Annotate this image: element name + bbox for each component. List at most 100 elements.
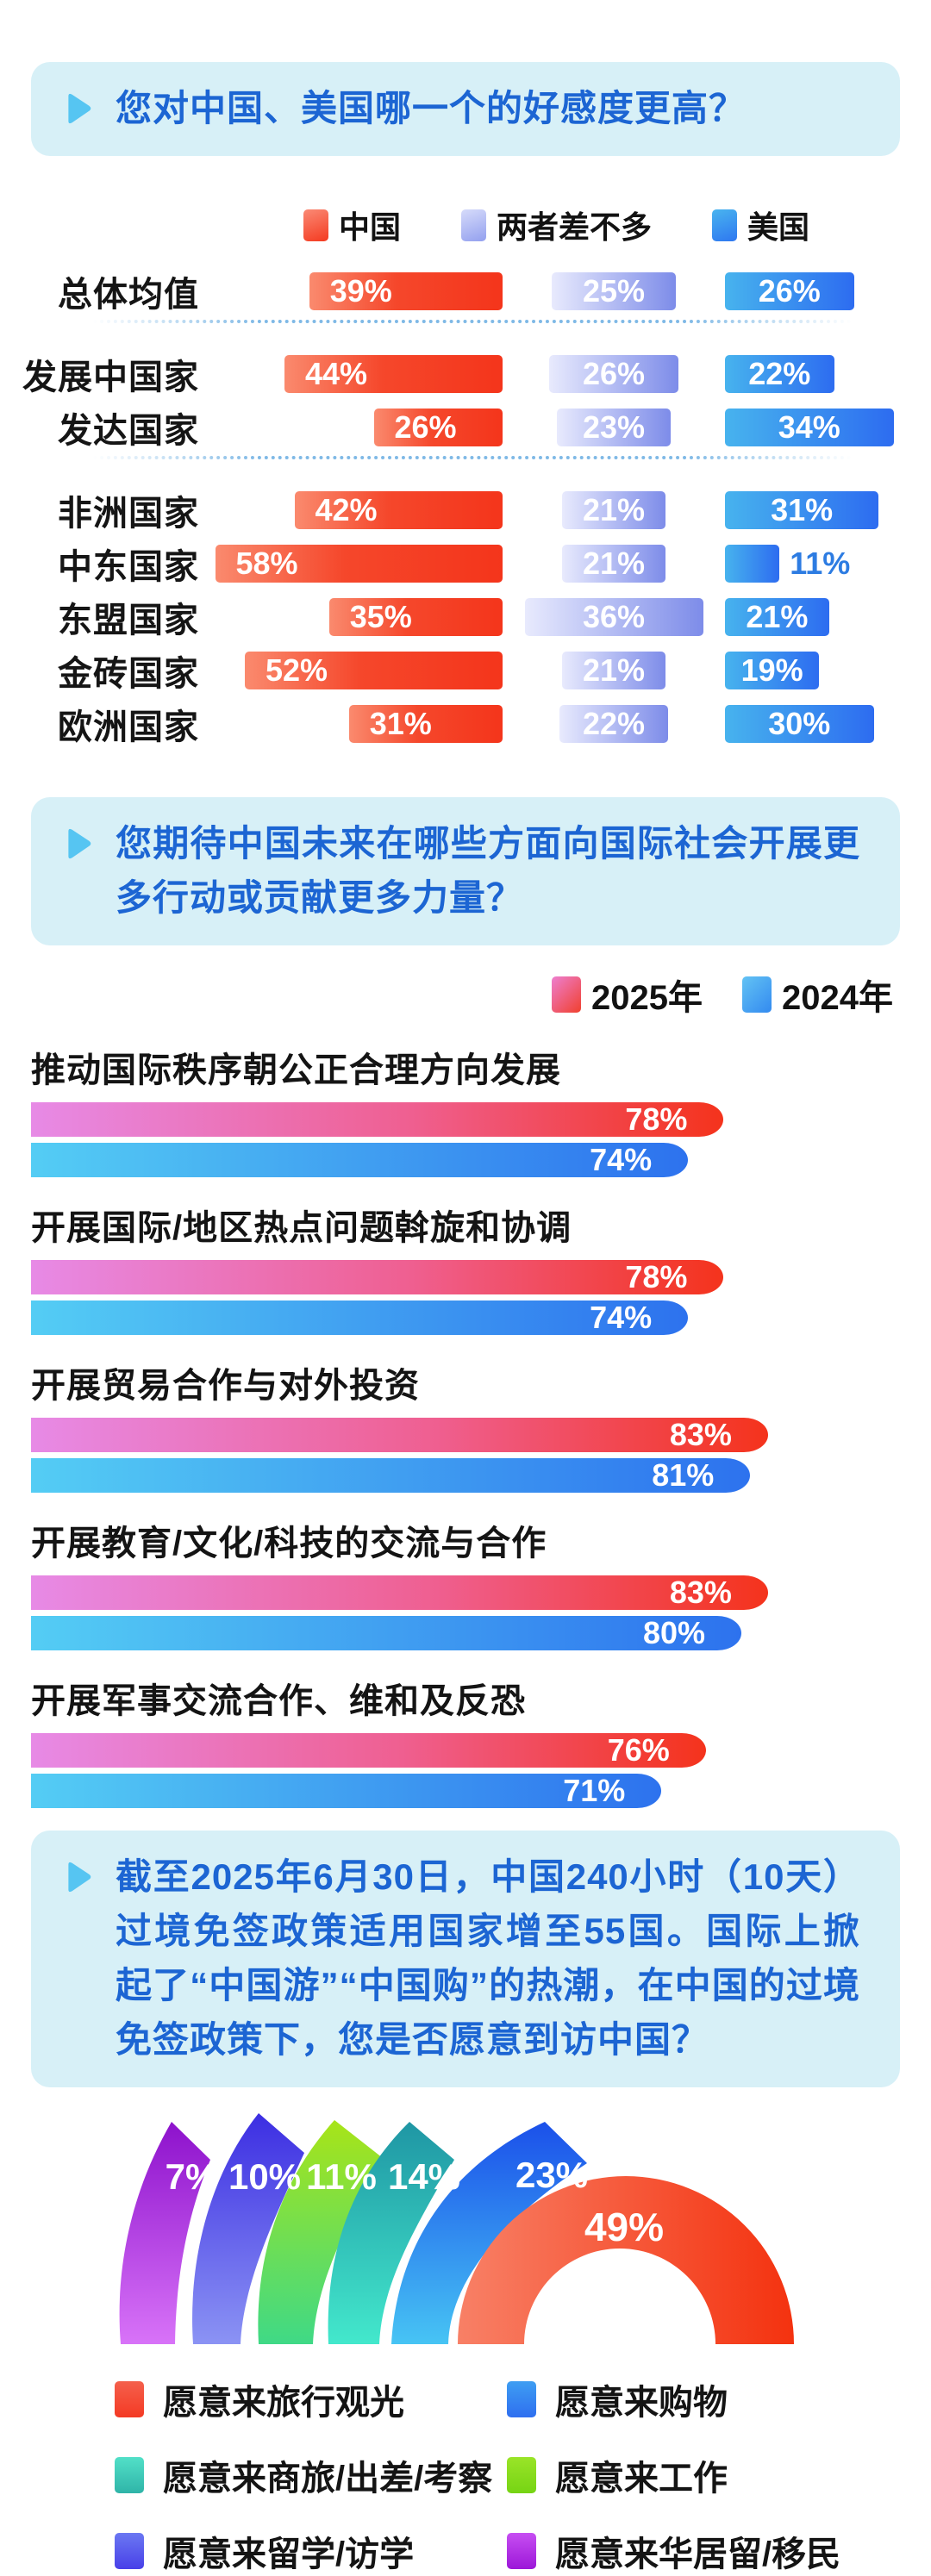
bar-zone: 21%: [515, 652, 713, 689]
两者差不多-bar: 23%: [556, 409, 672, 446]
favorability-row: 欧洲国家 31% 22% 30%: [16, 699, 931, 746]
bar-value: 21%: [582, 652, 646, 688]
bar-value: 22%: [748, 356, 811, 391]
2025年-bar: 83%: [31, 1417, 768, 1452]
legend-item: 愿意来工作: [507, 2450, 931, 2500]
section2-title: 您期待中国未来在哪些方面向国际社会开展更多行动或贡献更多力量？: [116, 823, 860, 918]
category-label: 中东国家: [58, 548, 199, 586]
category-label: 发达国家: [58, 412, 199, 450]
bar-zone: 58%: [211, 545, 503, 583]
legend-item: 美国: [712, 203, 809, 247]
category-label: 欧洲国家: [58, 708, 199, 746]
legend-swatch: [115, 2533, 144, 2569]
play-arrow-icon: [68, 1862, 91, 1893]
legend-swatch: [712, 209, 738, 241]
category-label: 开展贸易合作与对外投资: [31, 1367, 420, 1405]
year-legend: 2025年 2024年: [0, 970, 893, 1020]
fan-segment-travel: [458, 2176, 794, 2344]
两者差不多-bar: 36%: [524, 598, 703, 636]
favorability-row: 总体均值 39% 25% 26%: [16, 266, 931, 314]
category-label: 开展军事交流合作、维和及反恐: [31, 1682, 526, 1720]
bar-zone: 23%: [515, 409, 713, 446]
2024年-bar: 74%: [31, 1300, 689, 1335]
bar-zone: 35%: [211, 598, 503, 636]
bar-value: 31%: [771, 492, 834, 527]
中国-bar: 39%: [309, 272, 503, 310]
fan-value-label: 11%: [306, 2156, 377, 2197]
bar-zone: 36%: [515, 598, 713, 636]
两者差不多-bar: 22%: [559, 705, 669, 743]
2025年-bar: 83%: [31, 1575, 768, 1610]
2025年-bar: 78%: [31, 1259, 724, 1294]
category-label: 东盟国家: [58, 602, 199, 639]
bar-zone: 26%: [515, 355, 713, 393]
legend-label: 中国: [339, 209, 402, 245]
2024年-bar: 80%: [31, 1615, 741, 1650]
bar-zone: 30%: [725, 705, 900, 743]
section1-title: 您对中国、美国哪一个的好感度更高？: [116, 88, 747, 128]
bar-value: 21%: [582, 546, 646, 581]
中国-bar: 52%: [245, 652, 503, 689]
play-arrow-icon: [68, 93, 91, 124]
category-label: 开展教育/文化/科技的交流与合作: [31, 1525, 547, 1562]
legend-item: 两者差不多: [461, 203, 652, 247]
section3-title: 截至2025年6月30日，中国240小时（10天）过境免签政策适用国家增至55国…: [116, 1856, 860, 2060]
category-label: 非洲国家: [58, 495, 199, 533]
category-label: 开展国际/地区热点问题斡旋和协调: [31, 1209, 572, 1247]
legend-label: 美国: [747, 209, 810, 245]
bar-value: 58%: [235, 546, 298, 581]
category-label: 发展中国家: [22, 359, 199, 396]
bar-value: 22%: [582, 706, 646, 741]
bar-value: 26%: [394, 409, 457, 445]
bar-zone: 26%: [725, 272, 900, 310]
两者差不多-bar: 25%: [552, 272, 676, 310]
两者差不多-bar: 21%: [561, 545, 666, 583]
category-label: 总体均值: [58, 276, 199, 314]
expectation-row: 开展贸易合作与对外投资 83% 81%: [31, 1357, 900, 1493]
question-panel-expectations: 您期待中国未来在哪些方面向国际社会开展更多行动或贡献更多力量？: [31, 797, 900, 945]
bar-value: 21%: [746, 599, 809, 634]
美国-bar: 22%: [725, 355, 834, 393]
legend-label: 愿意来商旅/出差/考察: [163, 2460, 493, 2498]
legend-swatch: [507, 2533, 536, 2569]
question-panel-visa: 截至2025年6月30日，中国240小时（10天）过境免签政策适用国家增至55国…: [31, 1831, 900, 2087]
bar-value: 42%: [315, 492, 378, 527]
expectation-row: 推动国际秩序朝公正合理方向发展 78% 74%: [31, 1042, 900, 1177]
bar-value-outside: 11%: [790, 546, 851, 581]
美国-bar: 31%: [725, 491, 879, 529]
美国-bar: 21%: [725, 598, 829, 636]
legend-label: 两者差不多: [497, 209, 653, 245]
fan-segment-residence: [119, 2122, 210, 2344]
fan-value-label: 14%: [388, 2156, 460, 2197]
legend-item: 愿意来购物: [507, 2374, 931, 2424]
category-label: 金砖国家: [58, 655, 199, 693]
legend-item: 2024年: [742, 970, 893, 1020]
group-separator: [93, 456, 852, 459]
2024年-bar: 74%: [31, 1142, 689, 1177]
bar-zone: 22%: [515, 705, 713, 743]
两者差不多-bar: 21%: [561, 652, 666, 689]
fan-segment-study: [192, 2113, 304, 2344]
legend-item: 2025年: [552, 970, 703, 1020]
bar-value: 52%: [266, 652, 328, 688]
fan-value-label: 7%: [166, 2156, 218, 2197]
willingness-fan-chart: 7% 10% 11% 14% 23% 49%: [0, 2110, 931, 2355]
legend-swatch: [115, 2457, 144, 2493]
category-label: 推动国际秩序朝公正合理方向发展: [31, 1051, 561, 1089]
legend-swatch: [742, 976, 772, 1013]
legend-item: 中国: [303, 203, 401, 247]
legend-swatch: [507, 2457, 536, 2493]
两者差不多-bar: 26%: [549, 355, 678, 393]
中国-bar: 26%: [373, 409, 503, 446]
bar-zone: 19%: [725, 652, 900, 689]
美国-bar: 34%: [725, 409, 894, 446]
bar-zone: 44%: [211, 355, 503, 393]
legend-label: 愿意来旅行观光: [163, 2384, 404, 2422]
2025年-bar: 76%: [31, 1732, 706, 1768]
bar-value: 26%: [758, 273, 821, 309]
expectations-chart: 推动国际秩序朝公正合理方向发展 78% 74% 开展国际/地区热点问题斡旋和协调 78%…: [0, 1042, 931, 1808]
bar-zone: 21%: [515, 491, 713, 529]
bar-zone: 26%: [211, 409, 503, 446]
play-arrow-icon: [68, 828, 91, 859]
legend-swatch: [461, 209, 487, 241]
